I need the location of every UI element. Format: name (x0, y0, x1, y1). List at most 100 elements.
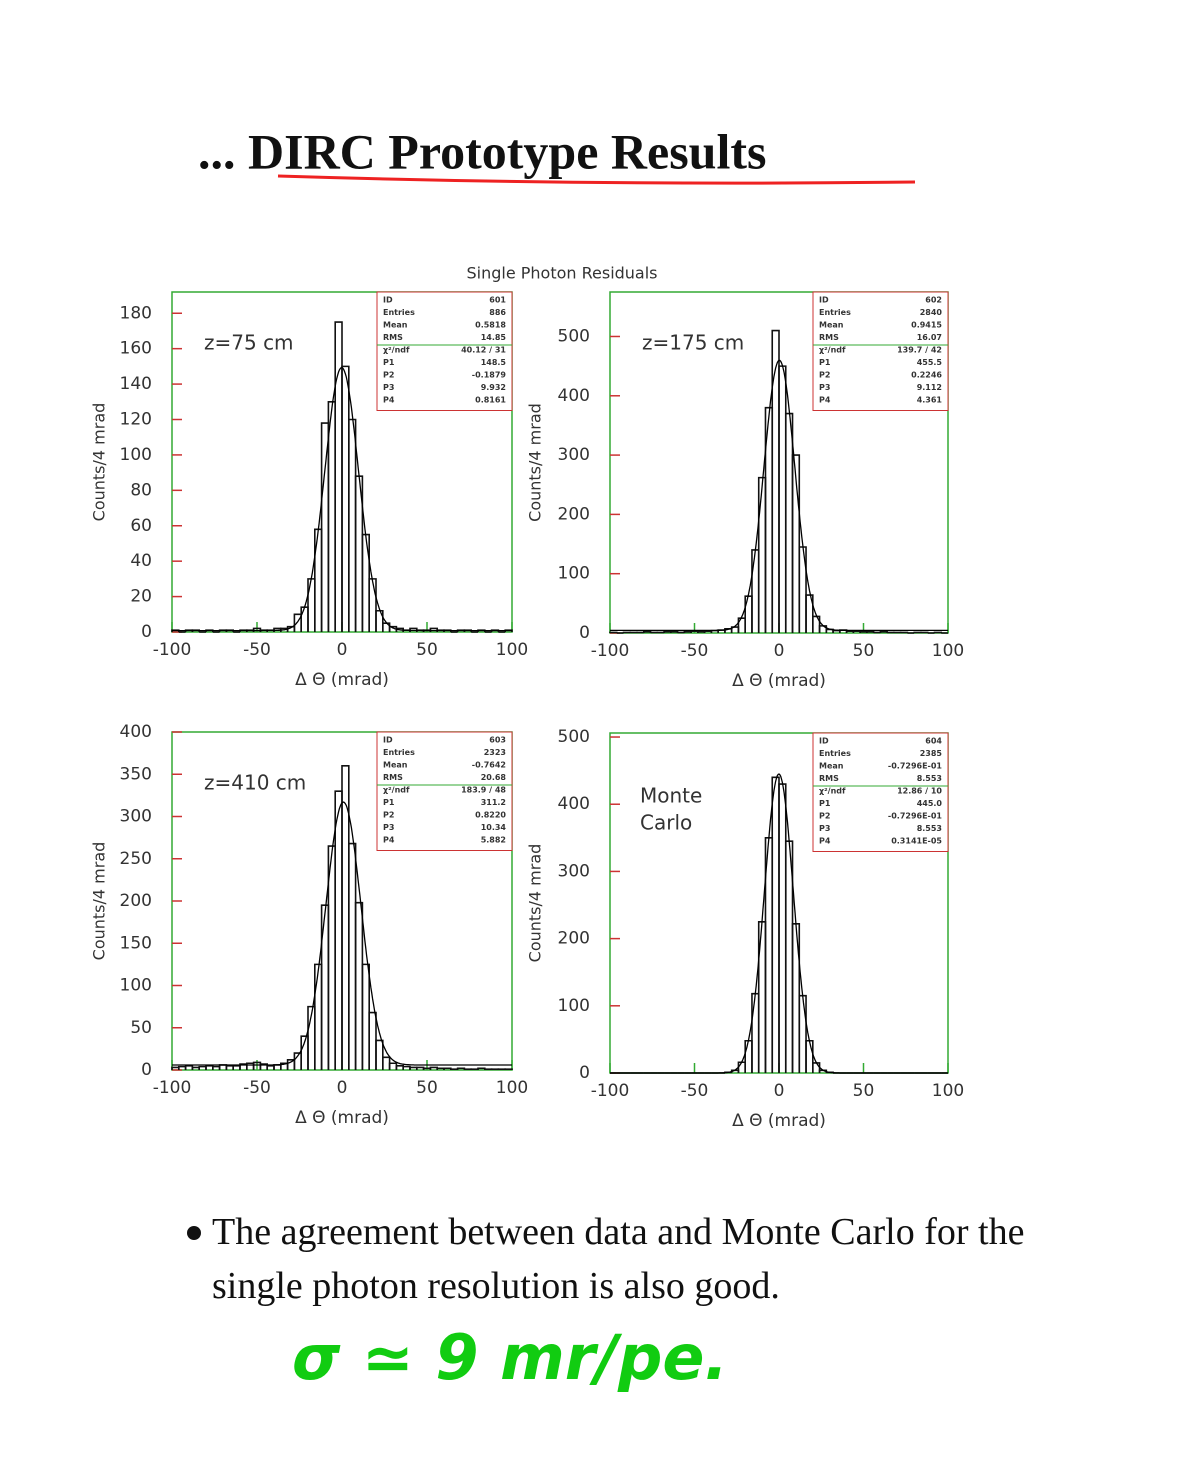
stat-name: RMS (383, 773, 403, 782)
x-tick-label: 0 (774, 1081, 785, 1101)
y-tick-label: 400 (120, 722, 152, 742)
y-tick-label: 100 (558, 996, 590, 1016)
histogram-bin (886, 631, 895, 634)
histogram-bin (320, 422, 330, 632)
stat-value: 8.553 (917, 824, 942, 833)
x-tick-label: -50 (681, 641, 709, 661)
x-tick-label: -50 (243, 1078, 271, 1098)
histogram-bin (784, 412, 794, 633)
fit-curve (172, 801, 512, 1066)
y-tick-label: 140 (120, 374, 152, 394)
y-tick-label: 500 (558, 326, 590, 346)
stat-value: 9.112 (917, 383, 942, 392)
stat-name: P4 (819, 396, 831, 405)
stat-value: 0.3141E-05 (891, 837, 942, 846)
histogram-bin (361, 963, 370, 1070)
bullet-text: The agreement between data and Monte Car… (212, 1211, 1025, 1307)
bullet-dot (187, 1226, 201, 1240)
histogram-bin (805, 1039, 814, 1073)
y-tick-label: 200 (120, 891, 152, 911)
histogram-bin (744, 1039, 753, 1073)
x-axis-label: Δ Θ (mrad) (732, 671, 826, 691)
y-tick-label: 160 (120, 339, 152, 359)
bullet-box: The agreement between data and Monte Car… (212, 1211, 1025, 1307)
stat-value: -0.1879 (472, 371, 507, 380)
histogram-bin (913, 631, 922, 634)
y-tick-label: 50 (130, 1018, 152, 1038)
stat-name: χ²/ndf (819, 787, 846, 796)
histogram-bin (609, 631, 618, 634)
y-tick-label: 400 (558, 794, 590, 814)
stat-name: Mean (819, 321, 844, 330)
stats-box (376, 291, 513, 411)
histogram-bin (490, 1068, 500, 1070)
histogram-bin (375, 609, 384, 632)
y-tick-label: 120 (120, 410, 152, 430)
y-tick-label: 180 (120, 303, 152, 323)
y-tick-label: 0 (141, 1060, 152, 1080)
histogram-bin (751, 549, 760, 633)
stat-name: RMS (819, 333, 839, 342)
stat-name: Mean (819, 762, 844, 771)
x-axis-label: Δ Θ (mrad) (295, 1108, 389, 1128)
x-tick-label: -50 (243, 640, 271, 660)
stats-box (376, 731, 513, 851)
histogram-bin (656, 631, 665, 634)
stat-name: P1 (819, 358, 831, 367)
histogram-bin (899, 631, 909, 634)
stat-value: 0.5818 (475, 321, 506, 330)
annotation: Monte (640, 784, 702, 808)
histogram-bin (622, 631, 632, 634)
y-tick-label: 100 (120, 445, 152, 465)
histogram-bin (307, 578, 316, 632)
y-tick-label: 500 (558, 727, 590, 747)
stat-value: 183.9 / 48 (461, 786, 506, 795)
histogram-bin (778, 365, 787, 633)
stat-name: Entries (383, 308, 415, 317)
stat-value: 20.68 (481, 773, 507, 782)
x-tick-label: 50 (853, 1081, 875, 1101)
handwritten-note: σ ≃ 9 mr/pe. (292, 1321, 728, 1394)
y-tick-label: 300 (120, 807, 152, 827)
stat-value: 0.9415 (911, 321, 942, 330)
histogram-bin (933, 631, 943, 634)
stat-value: 0.2246 (911, 371, 942, 380)
stat-name: Entries (383, 748, 415, 757)
x-tick-label: 100 (932, 1081, 964, 1101)
x-tick-label: -100 (153, 1078, 192, 1098)
stat-value: 8.553 (917, 774, 942, 783)
stat-name: P4 (383, 396, 395, 405)
histogram-bin (375, 1039, 384, 1070)
stat-value: 886 (489, 308, 506, 317)
y-tick-label: 80 (130, 480, 152, 500)
histogram-bin (463, 1068, 472, 1070)
stat-value: 445.0 (917, 799, 943, 808)
y-tick-label: 350 (120, 764, 152, 784)
histogram-bin (348, 418, 357, 632)
stat-name: P1 (819, 799, 831, 808)
stat-name: P3 (383, 383, 394, 392)
histogram-bin (798, 994, 807, 1073)
y-tick-label: 100 (558, 564, 590, 584)
x-tick-label: 100 (496, 640, 528, 660)
histogram-bin (327, 845, 336, 1070)
stat-name: Entries (819, 749, 851, 758)
stat-name: P1 (383, 358, 395, 367)
stat-value: 4.361 (917, 396, 943, 405)
stat-value: 2385 (920, 749, 943, 758)
title-underline (277, 174, 916, 185)
y-axis-label: Counts/4 mrad (526, 844, 545, 963)
histogram-bin (382, 1056, 391, 1070)
histogram-bin (805, 594, 814, 633)
stat-name: ID (383, 296, 393, 305)
histogram-bin (218, 1064, 228, 1070)
histogram-bin (737, 1061, 746, 1073)
stat-value: 2323 (484, 748, 506, 757)
stat-value: 0.8161 (475, 396, 506, 405)
histogram-bin (504, 1068, 513, 1070)
stat-name: P3 (383, 823, 394, 832)
x-tick-label: 0 (337, 640, 348, 660)
stat-value: 604 (925, 737, 942, 746)
x-tick-label: -100 (591, 1081, 630, 1101)
x-tick-label: 50 (853, 641, 875, 661)
